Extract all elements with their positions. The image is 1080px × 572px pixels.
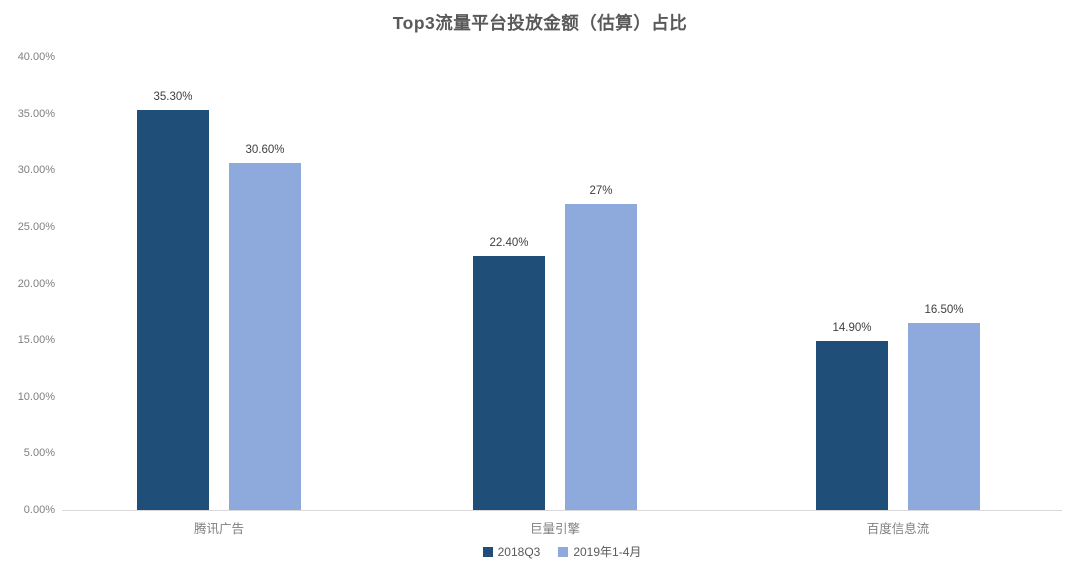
x-category-label-腾讯广告: 腾讯广告 — [193, 522, 244, 536]
y-tick-label: 10.00% — [17, 390, 55, 403]
legend: 2018Q3 2019年1-4月 — [62, 543, 1062, 560]
bar-2018Q3-百度信息流 — [816, 341, 888, 510]
legend-swatch-icon — [558, 546, 569, 557]
y-tick-label: 25.00% — [17, 220, 55, 233]
bar-2019年1-4月-巨量引擎 — [565, 204, 637, 510]
y-tick-label: 30.00% — [17, 164, 55, 177]
bar-value-label: 14.90% — [832, 322, 872, 335]
bar-value-label: 35.30% — [153, 91, 193, 104]
bar-2018Q3-巨量引擎 — [473, 256, 545, 510]
x-axis-line — [62, 510, 1062, 511]
y-tick-label: 35.00% — [17, 107, 55, 120]
y-tick-label: 40.00% — [17, 51, 55, 63]
bar-2018Q3-腾讯广告 — [137, 110, 209, 510]
y-tick-label: 5.00% — [23, 447, 55, 460]
chart-title: Top3流量平台投放金额（估算）占比 — [392, 13, 688, 33]
bar-value-label: 16.50% — [924, 304, 964, 317]
legend-swatch-icon — [482, 546, 493, 557]
x-category-label-巨量引擎: 巨量引擎 — [529, 522, 580, 536]
bar-2019年1-4月-腾讯广告 — [229, 163, 301, 510]
legend-label: 2018Q3 — [497, 544, 541, 559]
bar-value-label: 27% — [589, 185, 613, 198]
legend-item-2018Q3: 2018Q3 — [482, 544, 541, 559]
legend-item-2019年1-4月: 2019年1-4月 — [558, 543, 641, 560]
plot-area: 35.30% 30.60% 22.40% 27% 14.90% 16.50% — [62, 57, 1062, 510]
y-tick-label: 15.00% — [17, 334, 55, 347]
y-tick-label: 20.00% — [17, 277, 55, 290]
bar-value-label: 22.40% — [489, 237, 529, 250]
x-category-label-百度信息流: 百度信息流 — [866, 522, 930, 536]
legend-label: 2019年1-4月 — [573, 545, 642, 559]
bar-value-label: 30.60% — [245, 144, 285, 157]
y-tick-label: 0.00% — [23, 504, 55, 516]
bar-2019年1-4月-百度信息流 — [908, 323, 980, 510]
